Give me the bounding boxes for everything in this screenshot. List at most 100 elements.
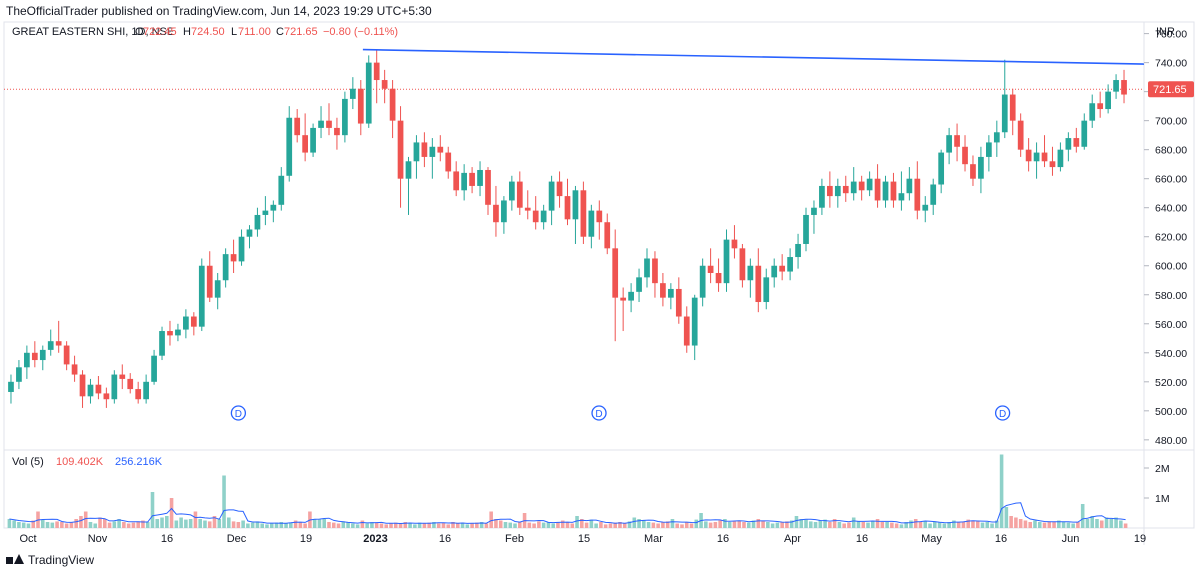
- candle: [938, 149, 945, 194]
- candle-body: [898, 193, 905, 201]
- candle: [1041, 135, 1048, 168]
- dividend-marker[interactable]: D: [591, 405, 607, 421]
- time-tick-label: May: [921, 533, 942, 545]
- time-tick-label: 15: [578, 533, 590, 545]
- volume-bar: [1090, 516, 1095, 528]
- volume-bar: [21, 522, 26, 528]
- last-price-badge: 721.65: [1148, 81, 1194, 98]
- candle-body: [978, 156, 984, 179]
- volume-bar: [393, 522, 398, 528]
- candle: [755, 248, 762, 313]
- volume-bar: [1047, 521, 1052, 528]
- volume-bar: [360, 520, 365, 528]
- dividend-marker[interactable]: D: [230, 405, 247, 421]
- volume-bar: [537, 521, 541, 528]
- volume-bar: [622, 523, 627, 528]
- volume-bar: [460, 522, 465, 528]
- candle: [524, 190, 531, 220]
- candle-body: [365, 62, 372, 124]
- candle-body: [485, 169, 491, 205]
- dividend-marker[interactable]: D: [994, 405, 1011, 421]
- resistance-trendline[interactable]: [362, 48, 1145, 65]
- volume-bar: [1114, 517, 1118, 528]
- volume-bar: [322, 519, 327, 528]
- volume-bar: [890, 522, 894, 528]
- candle: [294, 109, 301, 143]
- candle: [1081, 113, 1088, 150]
- volume-tick-label: 2M: [1155, 463, 1170, 475]
- candle-body: [493, 204, 499, 223]
- volume-bar: [117, 519, 121, 528]
- candle: [850, 167, 857, 201]
- volume-bar: [327, 522, 331, 528]
- candle-body: [683, 316, 690, 346]
- time-tick-label: Feb: [505, 533, 524, 545]
- candle-body: [1017, 120, 1024, 150]
- candle: [795, 233, 801, 269]
- volume-bar: [141, 520, 145, 528]
- candle-body: [55, 341, 62, 346]
- candle-body: [95, 384, 102, 394]
- candle: [493, 185, 499, 237]
- volume-bar: [1061, 522, 1066, 528]
- volume-bar: [26, 523, 31, 528]
- volume-bar: [808, 521, 813, 528]
- candle: [691, 294, 698, 361]
- volume-bar: [913, 519, 918, 528]
- candle: [628, 283, 634, 313]
- candle-body: [532, 210, 539, 223]
- volume-ma-line: [9, 502, 1126, 525]
- volume-bar: [885, 522, 889, 528]
- volume-bar: [613, 522, 617, 528]
- candle: [47, 329, 54, 356]
- candle: [747, 258, 754, 298]
- candle: [1105, 84, 1111, 114]
- candle: [890, 172, 897, 208]
- volume-bar: [341, 521, 346, 528]
- volume-bar: [45, 522, 50, 528]
- candle: [572, 185, 579, 244]
- ohlc-close: 721.65: [284, 26, 318, 38]
- volume-bar: [770, 523, 775, 528]
- volume-bar: [866, 522, 870, 528]
- candle-body: [747, 265, 754, 281]
- volume-bar: [799, 519, 804, 528]
- volume-bar: [346, 522, 350, 528]
- candle-body: [71, 364, 78, 375]
- candle-body: [278, 175, 285, 205]
- volume-bar: [441, 522, 446, 528]
- volume-title: Vol (5): [12, 456, 44, 468]
- tradingview-logo-icon: [6, 554, 24, 566]
- volume-bar: [351, 523, 355, 528]
- volume-bar: [551, 523, 555, 528]
- candle: [540, 204, 547, 230]
- candle-body: [803, 214, 809, 244]
- volume-bar: [995, 520, 999, 528]
- volume-bar: [1095, 519, 1099, 528]
- volume-bar: [546, 522, 551, 528]
- volume-bar: [704, 521, 708, 528]
- candle-body: [397, 120, 404, 179]
- time-tick-label: 16: [161, 533, 173, 545]
- candle: [365, 55, 372, 128]
- volume-bar: [1080, 504, 1085, 528]
- candle-body: [286, 117, 293, 176]
- candle-body: [755, 265, 762, 303]
- time-tick-label: 19: [300, 533, 312, 545]
- candle-body: [477, 169, 483, 186]
- candle-body: [198, 265, 205, 327]
- volume-bar: [145, 522, 150, 528]
- candle-body: [437, 146, 444, 153]
- volume-bar: [937, 522, 942, 528]
- volume-bar: [193, 511, 198, 528]
- volume-bar: [231, 521, 236, 528]
- candle-body: [826, 185, 833, 197]
- candle-body: [842, 185, 849, 194]
- volume-bar: [479, 522, 484, 528]
- volume-bar: [742, 522, 746, 528]
- volume-bar: [489, 511, 493, 528]
- candle: [1089, 94, 1096, 128]
- candle: [357, 80, 364, 136]
